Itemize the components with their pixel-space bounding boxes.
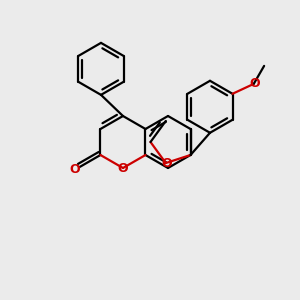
Text: O: O [161,157,172,169]
Text: O: O [118,161,128,175]
Text: O: O [249,77,260,90]
Text: O: O [69,164,80,176]
